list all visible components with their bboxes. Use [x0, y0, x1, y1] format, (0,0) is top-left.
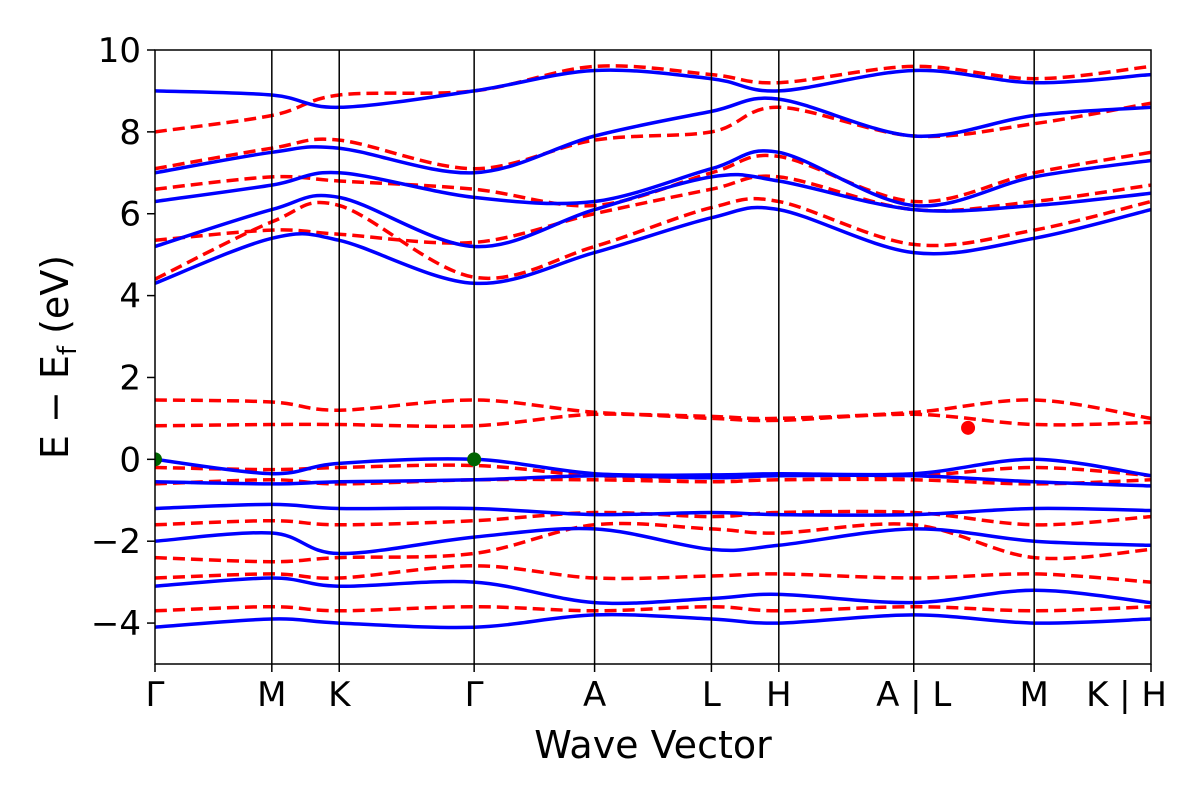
y-axis-label: E − Ef (eV) [33, 255, 83, 459]
y-tick-label: 8 [119, 113, 141, 153]
band-spin-down-2 [155, 521, 1151, 564]
band-spin-up-3 [155, 502, 1151, 517]
x-axis-label: Wave Vector [534, 723, 772, 767]
y-axis-ticks: −4 −2 0 2 4 6 8 10 [91, 31, 155, 644]
y-tick-label: 6 [119, 195, 141, 235]
x-tick-label: M [1020, 675, 1049, 715]
band-spin-up-2 [155, 526, 1151, 556]
x-tick-label: H [766, 675, 792, 715]
vbm-point [155, 452, 162, 467]
band-spin-down-0 [155, 604, 1151, 613]
y-tick-label: 2 [119, 358, 141, 398]
x-tick-label: A | L [876, 675, 951, 715]
band-spin-up-7 [155, 172, 1151, 249]
band-spin-down-8 [155, 196, 1151, 281]
y-tick-label: 4 [119, 277, 141, 317]
band-spin-down-1 [155, 564, 1151, 584]
y-tick-label: 10 [98, 31, 141, 71]
band-spin-down-6 [155, 412, 1151, 429]
x-tick-label: K [328, 675, 352, 715]
band-spin-up-6 [155, 205, 1151, 286]
x-tick-label: M [257, 675, 286, 715]
x-tick-label: A [583, 675, 606, 715]
cbm-point [961, 420, 976, 435]
x-tick-label: Γ [465, 675, 484, 715]
band-spin-up-0 [155, 612, 1151, 630]
band-spin-down-7 [155, 398, 1151, 421]
band-spin-up-9 [155, 96, 1151, 175]
x-axis-ticks: Γ M K Γ A L H A | L M K | H [146, 664, 1167, 715]
plot-frame [154, 49, 1152, 665]
band-spin-down-12 [155, 64, 1151, 134]
vbm-point [467, 452, 482, 467]
bands-layer [155, 64, 1151, 630]
y-tick-label: −2 [91, 522, 141, 562]
x-tick-label: K | H [1086, 675, 1167, 715]
band-spin-up-5 [155, 457, 1151, 478]
band-spin-up-1 [155, 576, 1151, 606]
band-spin-down-11 [155, 101, 1151, 171]
y-tick-label: −4 [91, 604, 141, 644]
y-tick-label: 0 [119, 440, 141, 480]
band-spin-up-10 [155, 68, 1151, 110]
band-spin-up-8 [155, 149, 1151, 208]
x-tick-label: Γ [146, 675, 165, 715]
extrema-points [155, 420, 976, 467]
k-point-lines [271, 50, 1035, 664]
x-tick-label: L [702, 675, 721, 715]
